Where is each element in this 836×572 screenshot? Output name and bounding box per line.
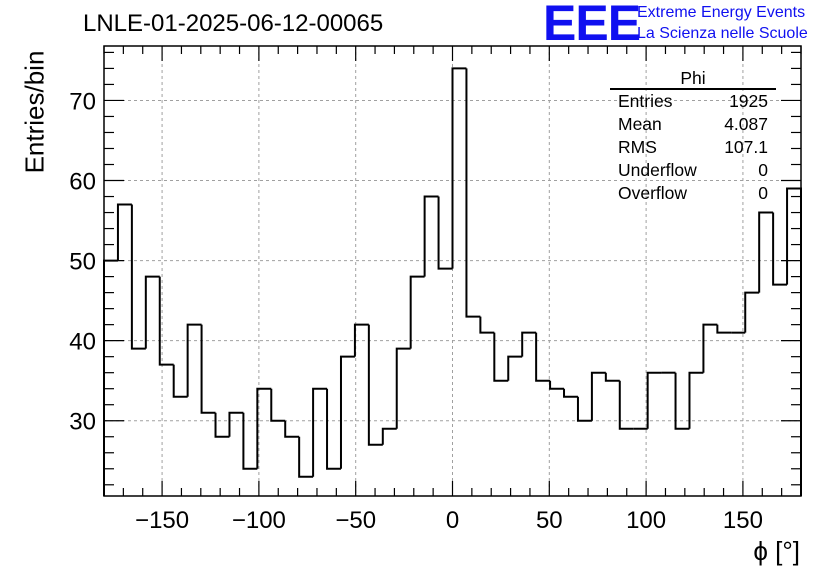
stats-title: Phi — [610, 68, 776, 90]
histogram-bin — [604, 372, 620, 382]
histogram-bin — [688, 371, 704, 429]
histogram-bin — [479, 316, 495, 334]
stats-row-rms: RMS 107.1 — [610, 136, 776, 159]
y-tick-label: 40 — [69, 329, 96, 356]
y-axis-label: Entries/bin — [19, 50, 50, 174]
x-tick-label: −50 — [335, 507, 376, 534]
y-tick-label: 50 — [69, 249, 96, 276]
histogram-bin — [200, 324, 216, 414]
histogram-bin — [786, 187, 802, 496]
logo-line-1: Extreme Energy Events — [637, 4, 806, 21]
stats-label: Overflow — [618, 183, 688, 203]
histogram-bin — [423, 195, 439, 277]
histogram-bin — [270, 388, 286, 422]
histogram-bin — [493, 332, 509, 382]
histogram-bin — [521, 331, 537, 357]
stats-value: 1925 — [729, 91, 768, 111]
y-tick-label: 30 — [69, 409, 96, 436]
histogram-bin — [326, 388, 341, 470]
eee-logo: EEE — [543, 0, 641, 51]
histogram-bin — [103, 259, 118, 496]
histogram-bin — [535, 332, 551, 382]
histogram-bin — [507, 355, 523, 381]
histogram-bin — [716, 324, 732, 334]
histogram-bin — [758, 211, 774, 293]
histogram-bin — [563, 388, 578, 398]
histogram-bin — [214, 412, 230, 438]
stats-row-mean: Mean 4.087 — [610, 113, 776, 136]
stats-label: RMS — [618, 137, 657, 157]
histogram-bin — [590, 371, 606, 421]
histogram-bin — [744, 291, 760, 333]
histogram-bin — [437, 196, 453, 270]
histogram-bin — [116, 203, 132, 261]
stats-row-overflow: Overflow 0 — [610, 182, 776, 205]
stats-row-entries: Entries 1925 — [610, 90, 776, 113]
x-tick-label: −150 — [135, 507, 189, 534]
histogram-bin — [646, 371, 662, 429]
histogram-bin — [284, 420, 300, 438]
histogram-bin — [172, 364, 188, 398]
stats-row-underflow: Underflow 0 — [610, 159, 776, 182]
y-tick-label: 70 — [69, 88, 96, 115]
histogram-bin — [549, 380, 565, 390]
stats-value: 107.1 — [724, 137, 768, 157]
tick-labels: −150 −100 −50 0 50 100 150 30 40 50 60 70 — [69, 88, 763, 534]
histogram-bin — [576, 396, 592, 422]
histogram-bin — [312, 387, 328, 477]
histogram-bin — [228, 411, 244, 437]
stats-label: Underflow — [618, 160, 697, 180]
x-tick-label: 50 — [536, 507, 563, 534]
x-tick-label: 150 — [723, 507, 763, 534]
axes — [103, 45, 802, 497]
histogram-bin — [674, 372, 690, 430]
histogram-bin — [702, 323, 718, 373]
histogram-bin — [298, 436, 314, 478]
histogram-bin — [465, 68, 481, 318]
chart-title: LNLE-01-2025-06-12-00065 — [83, 10, 384, 37]
histogram-bin — [618, 380, 634, 430]
stats-value: 0 — [758, 183, 768, 203]
logo-line-2: La Scienza nelle Scuole — [637, 25, 808, 42]
histogram-bin — [395, 347, 411, 429]
histogram-bin — [381, 427, 397, 445]
stats-box: Phi Entries 1925 Mean 4.087 RMS 107.1 Un… — [610, 68, 776, 205]
x-tick-label: 0 — [446, 507, 459, 534]
y-tick-label: 60 — [69, 169, 96, 196]
histogram-bin — [144, 275, 160, 349]
histogram-bin — [409, 275, 425, 349]
histogram-bin — [451, 67, 467, 269]
histogram-bin — [353, 323, 369, 357]
histogram-bin — [158, 276, 174, 366]
stats-value: 0 — [758, 160, 768, 180]
x-tick-label: −100 — [232, 507, 286, 534]
histogram-bin — [339, 355, 355, 469]
x-axis-label: ϕ [°] — [753, 536, 800, 566]
histogram-bin — [772, 212, 788, 286]
histogram-bin — [130, 204, 146, 350]
histogram-bin — [186, 323, 202, 397]
histogram-bin — [367, 324, 383, 446]
stats-label: Entries — [618, 91, 673, 111]
histogram-bin — [256, 387, 272, 469]
stats-value: 4.087 — [724, 114, 768, 134]
x-tick-label: 100 — [626, 507, 666, 534]
histogram-bin — [242, 412, 258, 470]
stats-label: Mean — [618, 114, 662, 134]
